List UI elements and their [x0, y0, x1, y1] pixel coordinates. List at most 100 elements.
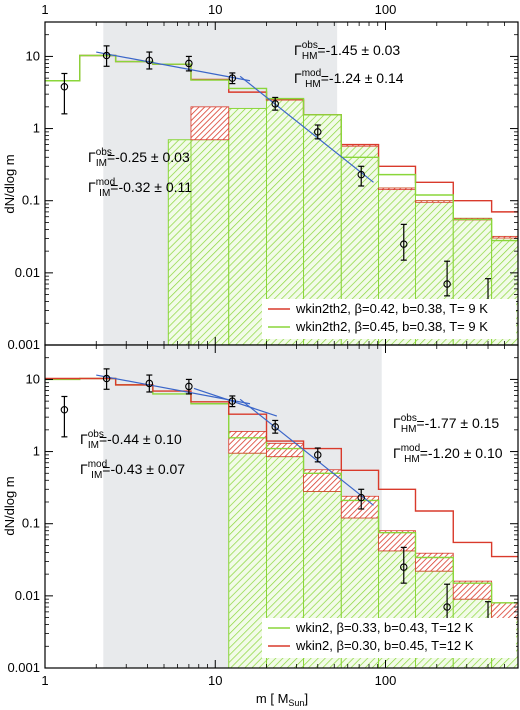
- x-tick-label: 100: [375, 2, 397, 17]
- observed-point: [102, 51, 111, 60]
- observed-point: [400, 563, 408, 571]
- red-hatched-bar: [491, 602, 518, 620]
- observed-point: [60, 82, 69, 91]
- y-tick-label: 0.001: [7, 337, 40, 352]
- gamma-subscript: HM: [401, 424, 417, 435]
- red-hatched-bar: [491, 236, 518, 239]
- gamma-annotation: Γobs IM=-0.25 ± 0.03: [88, 147, 190, 169]
- y-tick-label: 10: [26, 48, 40, 63]
- gamma-annotation: Γmod HM=-1.24 ± 0.14: [294, 68, 404, 90]
- observed-point: [357, 493, 365, 502]
- gamma-value: =-1.24 ± 0.14: [321, 70, 404, 86]
- green-hatched-bar: [228, 452, 268, 668]
- x-axis-title-end: ]: [304, 691, 308, 706]
- gamma-annotation: Γobs IM=-0.44 ± 0.10: [80, 429, 182, 451]
- observed-point: [145, 56, 154, 65]
- fit-line: [96, 51, 251, 82]
- observed-point: [185, 382, 193, 391]
- gamma-value: =-1.77 ± 0.15: [416, 415, 499, 431]
- red-hatched-bar: [415, 200, 454, 203]
- gamma-annotation: Γobs HM=-1.45 ± 0.03: [294, 40, 400, 62]
- gamma-symbol: Γ: [294, 70, 302, 86]
- gamma-annotation: Γmod HM=-1.20 ± 0.10: [393, 443, 503, 465]
- series-step-green: [45, 54, 518, 242]
- red-hatched-bar: [378, 530, 416, 552]
- gamma-annotation: Γobs HM=-1.77 ± 0.15: [393, 413, 499, 435]
- x-axis-title-subscript: Sun: [288, 698, 304, 708]
- gamma-symbol: Γ: [393, 415, 401, 431]
- observed-point: [314, 451, 322, 459]
- green-hatched-bar: [190, 139, 230, 345]
- gamma-superscript: mod: [96, 177, 115, 188]
- gamma-subscript: IM: [99, 188, 110, 199]
- observed-point: [271, 423, 279, 431]
- gamma-symbol: Γ: [80, 431, 88, 447]
- gamma-superscript: obs: [302, 40, 318, 51]
- observed-point: [400, 240, 408, 248]
- observed-point: [314, 128, 322, 136]
- gamma-symbol: Γ: [88, 149, 96, 165]
- y-tick-label: 1: [33, 444, 40, 459]
- gamma-subscript: IM: [96, 158, 107, 169]
- y-tick-label: 0.1: [22, 193, 40, 208]
- y-tick-label: 0.01: [15, 265, 40, 280]
- red-hatched-bar: [228, 431, 267, 454]
- observed-point: [185, 59, 193, 68]
- fit-line: [239, 398, 374, 506]
- gamma-superscript: mod: [401, 443, 420, 454]
- x-tick-label: 100: [375, 673, 397, 688]
- gamma-value: =-0.43 ± 0.07: [102, 461, 185, 477]
- gamma-value: =-1.20 ± 0.10: [420, 445, 503, 461]
- legend-label: wkin2th2, β=0.42, b=0.38, T= 9 K: [295, 301, 488, 316]
- y-tick-label: 0.1: [22, 516, 40, 531]
- gamma-symbol: Γ: [88, 179, 96, 195]
- gamma-value: =-0.25 ± 0.03: [107, 149, 190, 165]
- x-tick-label: 1: [41, 673, 48, 688]
- x-tick-label: 10: [208, 673, 222, 688]
- gamma-superscript: mod: [302, 68, 321, 79]
- observed-point: [228, 74, 237, 82]
- series-step-red: [45, 377, 518, 558]
- legend-label: wkin2th2, β=0.45, b=0.38, T= 9 K: [295, 319, 488, 334]
- gamma-subscript: HM: [404, 454, 420, 465]
- gamma-superscript: mod: [88, 459, 107, 470]
- green-hatched-bar: [228, 107, 268, 345]
- gamma-value: =-0.44 ± 0.10: [99, 431, 182, 447]
- gamma-symbol: Γ: [393, 445, 401, 461]
- gamma-subscript: HM: [305, 79, 321, 90]
- plot-frame: [44, 344, 519, 669]
- bottom-y-axis-title: dN/dlog m: [2, 476, 17, 535]
- y-tick-label: 1: [33, 121, 40, 136]
- gamma-superscript: obs: [401, 413, 417, 424]
- gamma-value: =-1.45 ± 0.03: [317, 42, 400, 58]
- gamma-symbol: Γ: [294, 42, 302, 58]
- observed-point: [443, 603, 451, 611]
- gamma-annotation: Γmod IM=-0.43 ± 0.07: [80, 459, 185, 481]
- red-hatched-bar: [415, 552, 454, 572]
- observed-point: [357, 170, 365, 179]
- y-tick-label: 10: [26, 371, 40, 386]
- gamma-subscript: HM: [302, 51, 318, 62]
- x-axis-title: m [ MSun]: [256, 691, 308, 708]
- gamma-symbol: Γ: [80, 461, 88, 477]
- red-hatched-bar: [378, 187, 416, 191]
- x-tick-label: 1: [41, 2, 48, 17]
- y-tick-label: 0.01: [15, 588, 40, 603]
- green-hatched-bar: [167, 139, 192, 345]
- observed-point: [145, 379, 154, 388]
- observed-point: [443, 280, 451, 288]
- gamma-subscript: IM: [91, 470, 102, 481]
- observed-point: [60, 405, 69, 414]
- observed-point: [102, 374, 111, 383]
- y-tick-label: 0.001: [7, 660, 40, 675]
- top-y-axis-title: dN/dlog m: [2, 154, 17, 213]
- fit-line: [239, 75, 374, 183]
- gamma-superscript: obs: [88, 429, 104, 440]
- legend-box: [262, 299, 516, 339]
- gamma-value: =-0.32 ± 0.11: [110, 179, 192, 195]
- gamma-subscript: IM: [88, 440, 99, 451]
- red-hatched-bar: [340, 495, 379, 519]
